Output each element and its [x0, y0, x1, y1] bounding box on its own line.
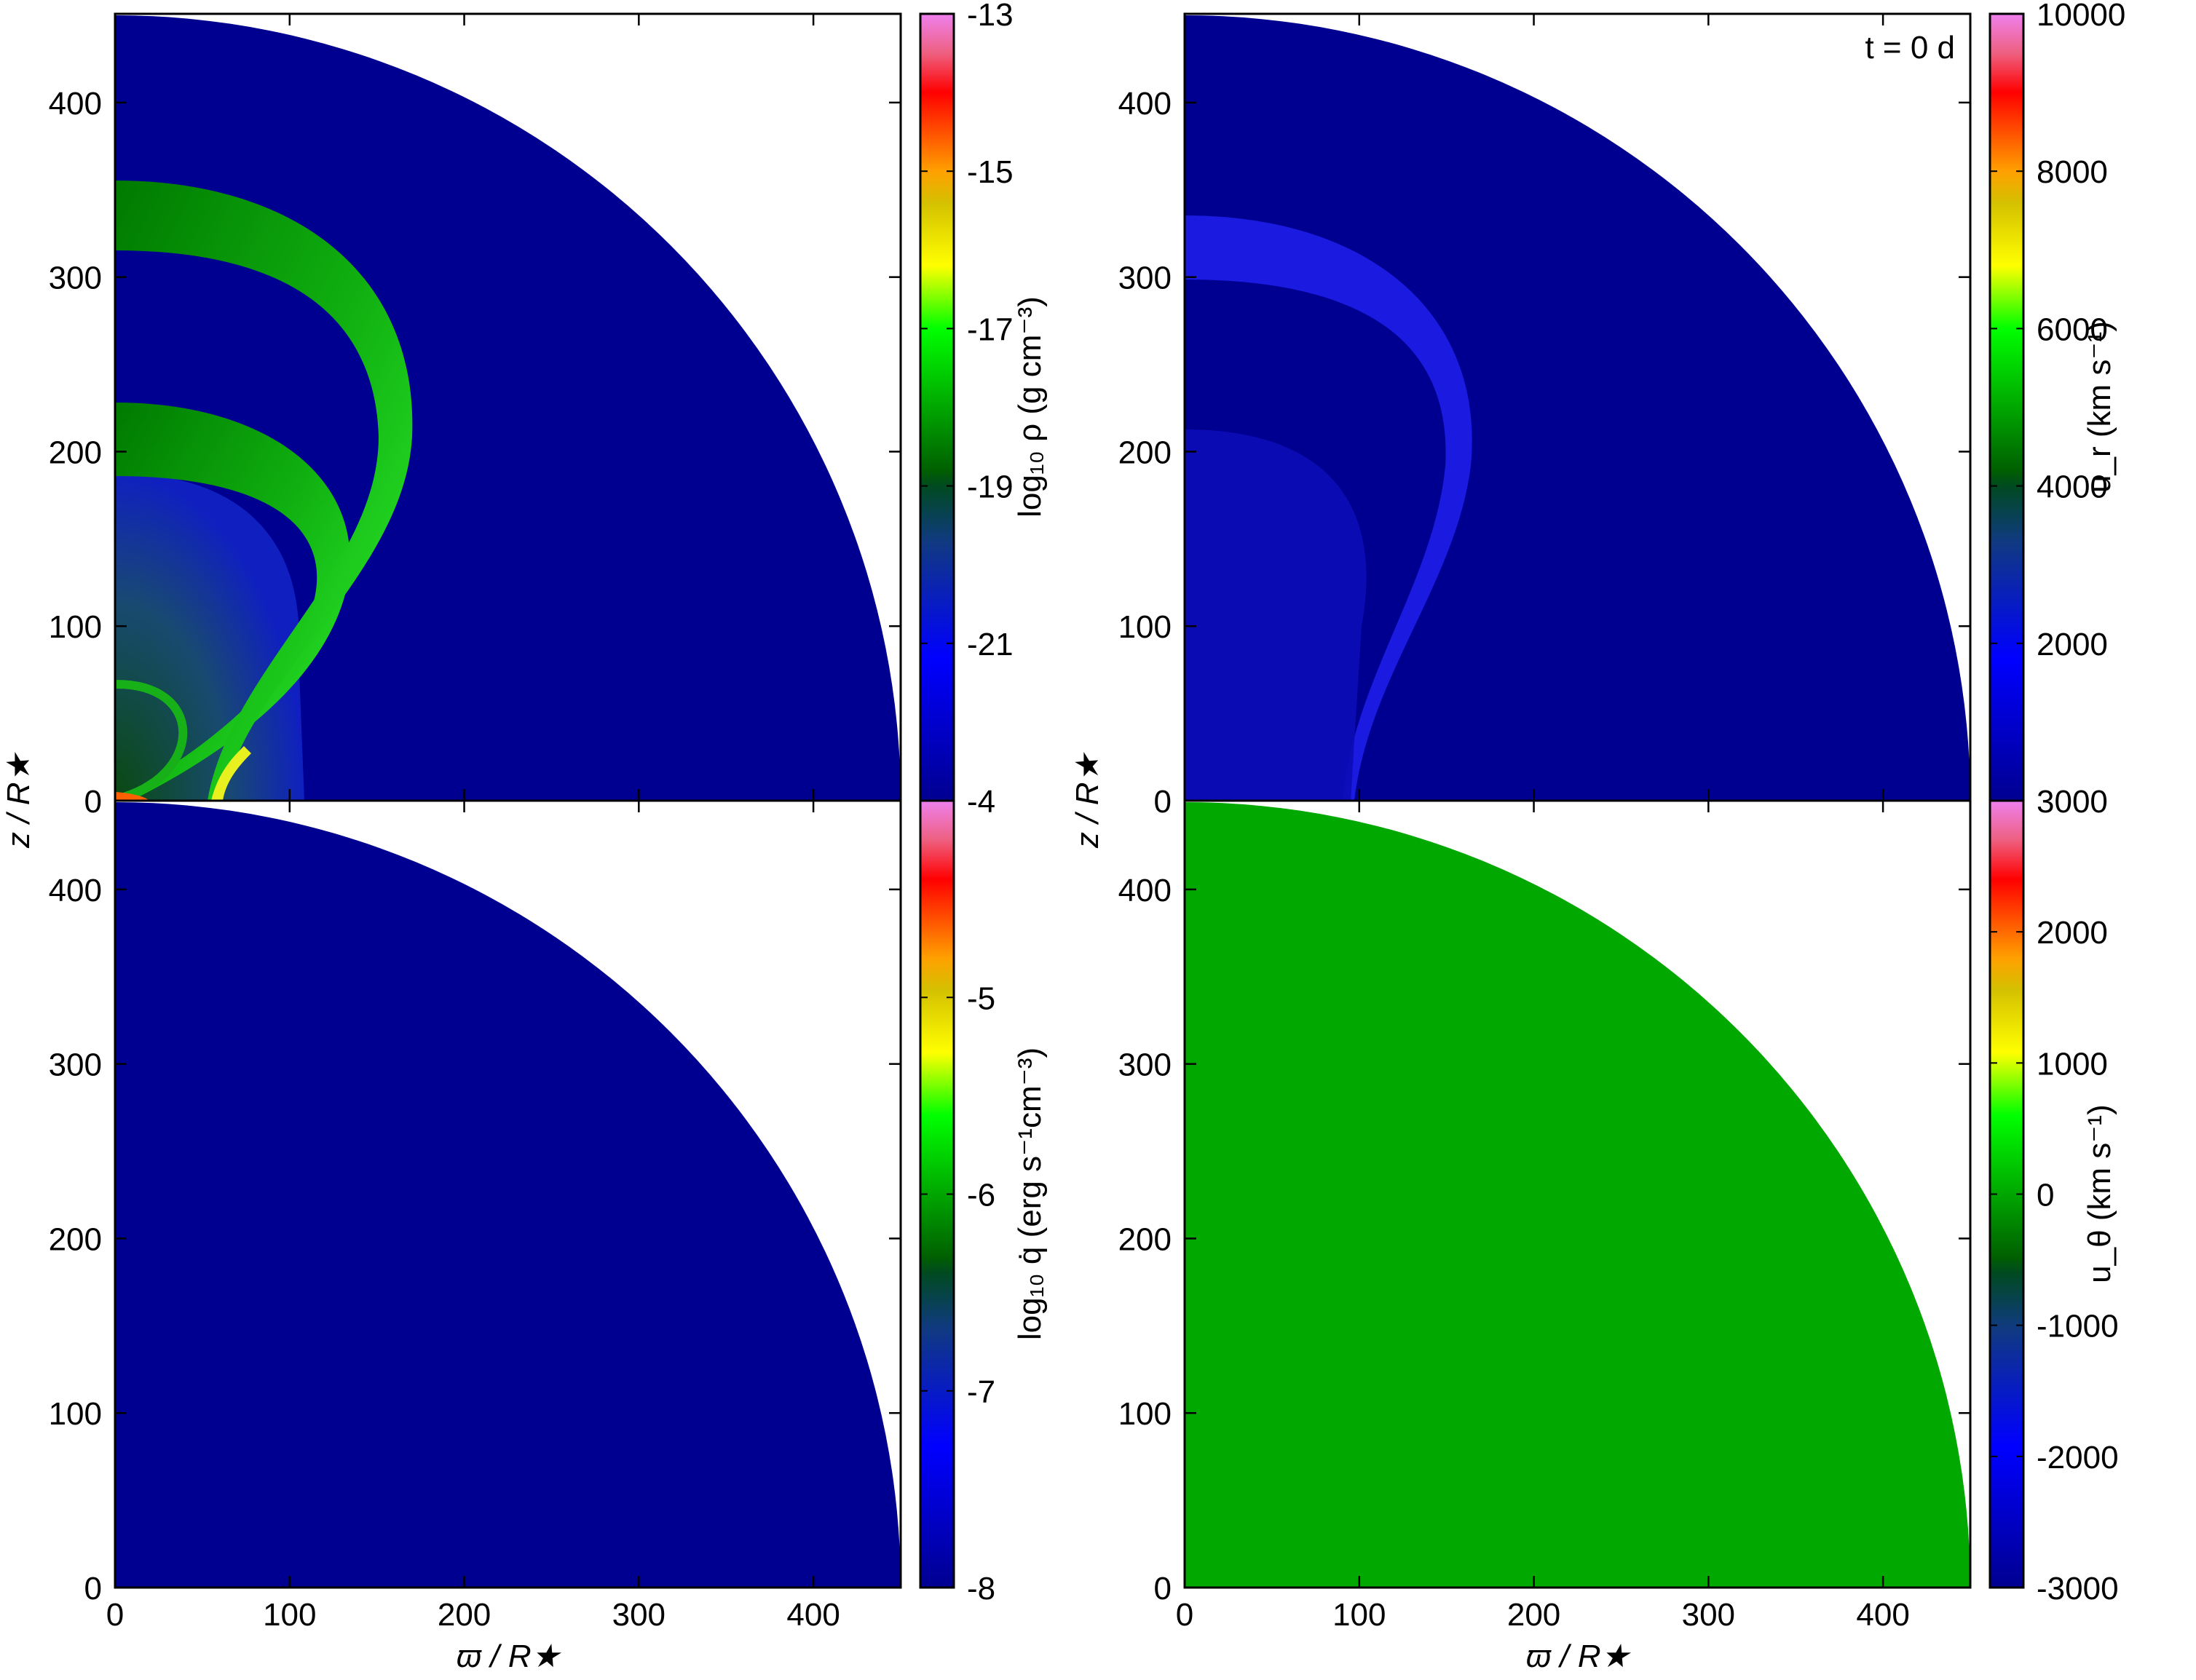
x-tick-label: 200	[1507, 1597, 1560, 1633]
shell-foot	[211, 746, 251, 801]
y-tick-label: 300	[49, 261, 102, 296]
y-tick-label: 100	[1118, 1396, 1172, 1432]
colorbar-tick-label: -13	[967, 0, 1014, 33]
x-axis-label: ϖ / R★	[457, 1639, 562, 1674]
y-axis-label: z / R★	[1, 752, 36, 849]
quarter-disk-bottom-left	[115, 802, 901, 1588]
colorbar	[919, 12, 955, 802]
colorbar-tick-label: 2000	[2037, 627, 2108, 662]
colorbar-tick-label: -8	[967, 1571, 995, 1606]
colorbar-tick-label: 6000	[2037, 312, 2108, 347]
colorbar-tick-label: -19	[967, 469, 1014, 505]
colorbar-tick-label: -21	[967, 627, 1014, 662]
y-tick-label: 0	[84, 784, 102, 820]
colorbar-tick-label: -1000	[2037, 1309, 2119, 1344]
axes-frame	[1183, 799, 1972, 1589]
x-tick-label: 0	[1176, 1597, 1193, 1633]
colorbar-tick-label: -4	[967, 784, 995, 820]
velocity-structures	[1185, 215, 1472, 801]
colorbar	[1988, 12, 2025, 802]
y-tick-label: 200	[49, 1221, 102, 1257]
colorbar-tick-label: 10000	[2037, 0, 2125, 33]
quarter-disk-bottom-right	[1185, 802, 1970, 1588]
y-tick-label: 200	[1118, 1221, 1172, 1257]
ur-inner	[1185, 429, 1367, 801]
quarter-disk-top-right	[1185, 15, 1970, 801]
colorbar-tick-label: 2000	[2037, 915, 2108, 951]
y-tick-label: 300	[1118, 1047, 1172, 1083]
x-tick-label: 300	[1682, 1597, 1735, 1633]
colorbar-label: u_r (km s⁻¹)	[2082, 321, 2117, 493]
y-tick-label: 300	[1118, 261, 1172, 296]
y-tick-label: 100	[49, 1396, 102, 1432]
colorbar-tick-label: -15	[967, 154, 1014, 190]
y-tick-label: 100	[1118, 609, 1172, 645]
x-tick-label: 100	[1332, 1597, 1386, 1633]
x-tick-label: 400	[786, 1597, 840, 1633]
colorbar-tick-label: 1000	[2037, 1046, 2108, 1082]
y-tick-label: 0	[1154, 784, 1172, 820]
colorbar-label: log₁₀ ρ (g cm⁻³)	[1012, 296, 1048, 518]
colorbar-tick-label: -5	[967, 980, 995, 1016]
colorbar-tick-label: 8000	[2037, 154, 2108, 190]
y-tick-label: 400	[49, 873, 102, 908]
x-tick-label: 400	[1856, 1597, 1909, 1633]
inner-shell	[115, 403, 350, 801]
colorbar-tick-label: -3000	[2037, 1571, 2119, 1606]
y-tick-label: 400	[1118, 873, 1172, 908]
colorbar-tick-label: -7	[967, 1374, 995, 1410]
colorbar-tick-label: 0	[2037, 1178, 2054, 1213]
colorbar-label: u_θ (km s⁻¹)	[2082, 1104, 2117, 1283]
colorbar-tick-label: -2000	[2037, 1440, 2119, 1475]
y-tick-label: 200	[1118, 435, 1172, 470]
core-loop	[116, 680, 188, 801]
y-tick-label: 400	[1118, 86, 1172, 122]
x-tick-label: 100	[263, 1597, 316, 1633]
y-tick-label: 0	[84, 1571, 102, 1606]
ur-shell	[1185, 215, 1472, 801]
colorbar-label: log₁₀ q̇ (erg s⁻¹cm⁻³)	[1012, 1047, 1048, 1340]
outer-shell	[115, 181, 413, 801]
x-tick-label: 0	[106, 1597, 124, 1633]
y-tick-label: 400	[49, 86, 102, 122]
y-axis-label: z / R★	[1070, 752, 1105, 849]
axes-frame	[114, 799, 902, 1589]
density-structures	[115, 181, 413, 801]
colorbar-tick-label: 4000	[2037, 469, 2108, 505]
x-tick-label: 200	[438, 1597, 491, 1633]
x-tick-label: 300	[612, 1597, 665, 1633]
x-axis-label: ϖ / R★	[1526, 1639, 1632, 1674]
time-annotation: t = 0 d	[1865, 30, 1955, 66]
y-tick-label: 200	[49, 435, 102, 470]
colorbar-tick-label: -17	[967, 312, 1014, 347]
colorbar-tick-label: 3000	[2037, 784, 2108, 820]
colorbar-tick-label: -6	[967, 1178, 995, 1213]
y-tick-label: 100	[49, 609, 102, 645]
y-tick-label: 300	[49, 1047, 102, 1083]
y-tick-label: 0	[1154, 1571, 1172, 1606]
core-hotspot	[115, 792, 149, 801]
